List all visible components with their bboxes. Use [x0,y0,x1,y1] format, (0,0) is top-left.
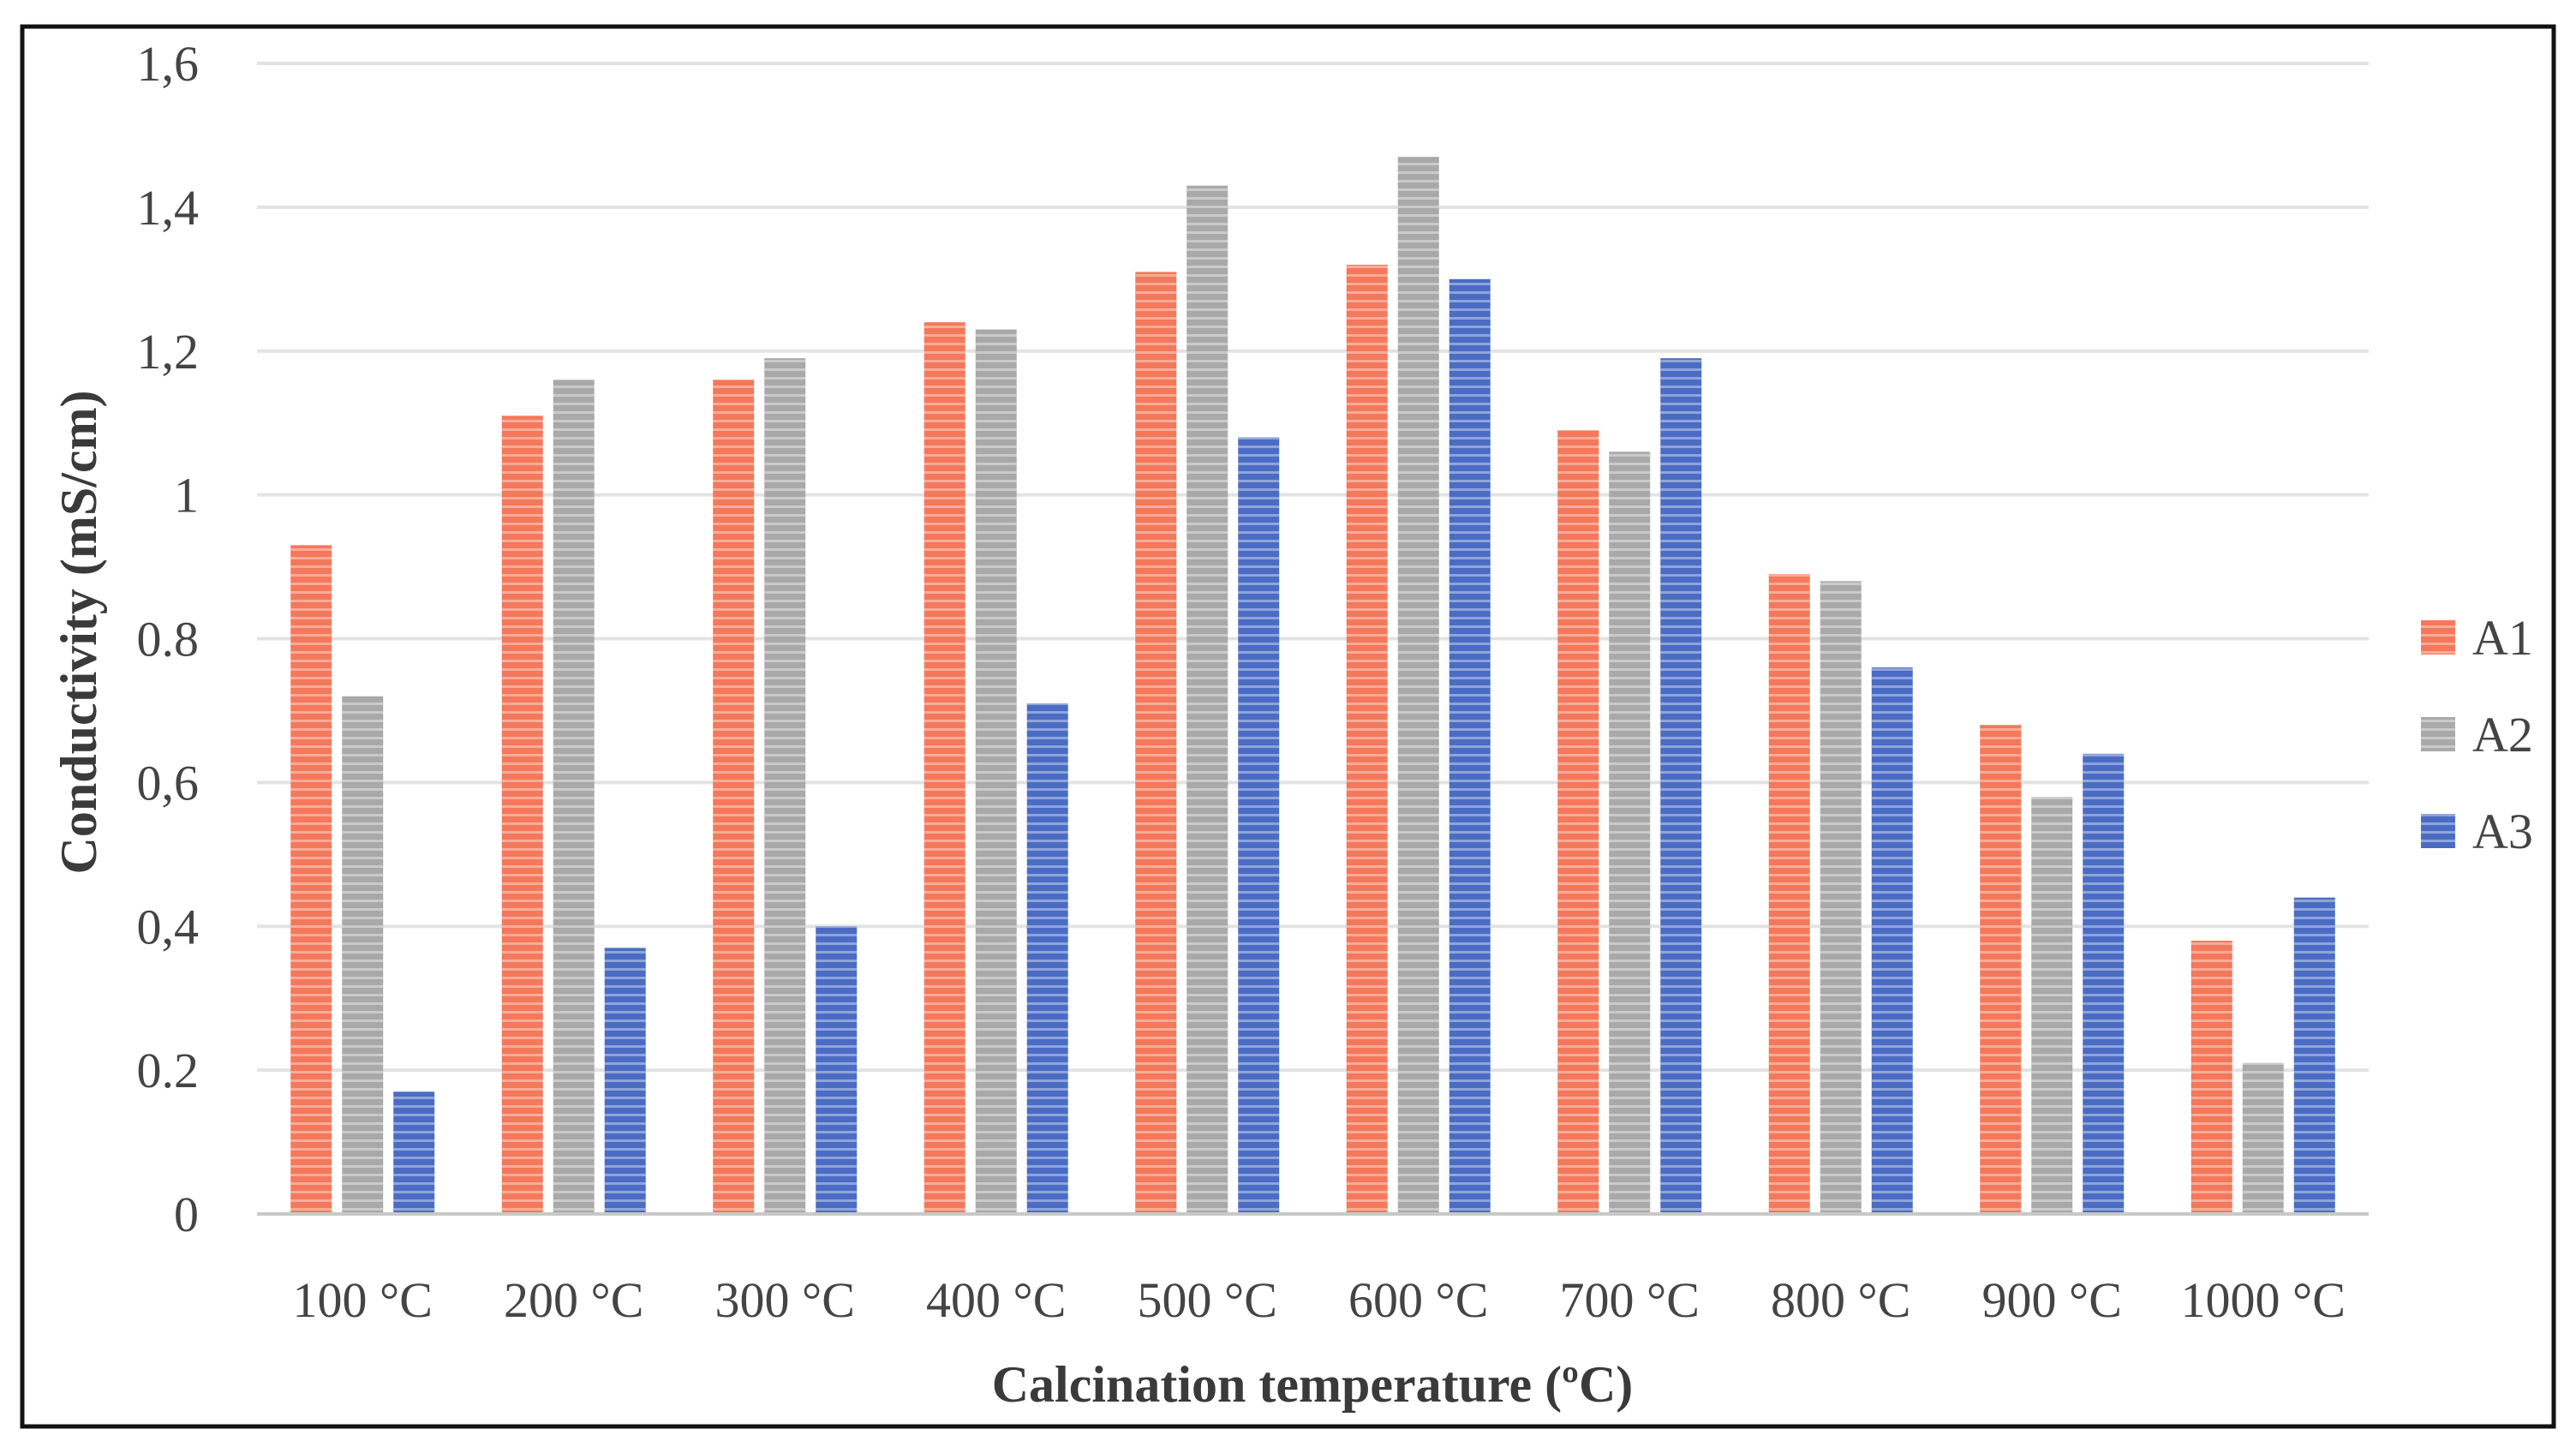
bar-stripes [290,545,332,1214]
legend-swatch-stripes [2421,717,2455,751]
bar-stripes [816,926,858,1214]
bar-a2-8 [2031,797,2073,1214]
bar-stripes [1397,157,1439,1214]
bar-stripes [2293,897,2335,1214]
legend-item-a3: A3 [2421,804,2533,859]
bar-stripes [342,696,384,1214]
bar-a2-5 [1397,157,1439,1214]
x-tick-label: 800 °C [1771,1272,1910,1328]
bar-stripes [923,322,965,1214]
y-tick-label: 1,6 [137,36,200,92]
bar-a3-1 [604,948,646,1214]
bar-stripes [1238,437,1280,1215]
bar-stripes [1871,667,1913,1214]
bar-stripes [975,329,1017,1215]
bar-a1-8 [1980,725,2022,1214]
bar-stripes [1660,358,1702,1214]
bar-a3-9 [2293,897,2335,1214]
x-tick-labels: 100 °C 200 °C 300 °C 400 °C 500 °C 600 °C 700 … [293,1272,2346,1328]
legend-swatch-stripes [2421,814,2455,848]
legend: A1 A2 A3 [2421,610,2533,859]
bar-a3-3 [1026,703,1068,1214]
bar-stripes [1609,451,1651,1214]
bar-stripes [713,380,755,1214]
y-tick-label: 1 [174,468,199,523]
y-tick-label: 0 [174,1187,199,1242]
bar-a2-0 [342,696,384,1214]
bar-a2-7 [1820,581,1862,1214]
x-tick-label: 300 °C [715,1272,855,1328]
y-tick-label: 0.2 [137,1043,200,1098]
bar-a3-2 [816,926,858,1214]
x-tick-label: 600 °C [1348,1272,1488,1328]
legend-item-a2: A2 [2421,707,2533,762]
x-tick-label: 200 °C [504,1272,643,1328]
bar-a2-2 [764,358,806,1214]
bar-a1-1 [501,416,543,1214]
bar-stripes [1980,725,2022,1214]
bar-a2-9 [2242,1062,2284,1214]
bar-a3-0 [393,1091,435,1214]
bar-a1-9 [2190,941,2232,1214]
y-tick-label: 0.8 [137,612,200,667]
legend-label: A3 [2472,804,2533,859]
y-tick-label: 0,6 [137,755,200,810]
x-tick-label: 700 °C [1560,1272,1700,1328]
bar-stripes [2083,753,2125,1214]
bar-stripes [764,358,806,1214]
y-axis-title: Conductivity (mS/cm) [51,391,107,875]
y-tick-labels: 0 0.2 0,4 0,6 0.8 1 1,2 1,4 1,6 [137,36,200,1242]
bar-stripes [1186,185,1228,1215]
bar-a2-1 [553,380,595,1214]
bar-a1-4 [1135,272,1177,1215]
bar-a1-3 [923,322,965,1214]
bar-stripes [501,416,543,1214]
chart-frame [20,24,2556,1429]
x-tick-label: 100 °C [293,1272,433,1328]
bar-a2-6 [1609,451,1651,1214]
x-tick-label: 400 °C [926,1272,1066,1328]
gridlines [257,62,2369,1073]
bar-a3-7 [1871,667,1913,1214]
bar-a3-8 [2083,753,2125,1214]
x-tick-label: 900 °C [1982,1272,2122,1328]
bar-stripes [2190,941,2232,1214]
legend-item-a1: A1 [2421,610,2533,666]
x-axis-title: Calcination temperature (ºC) [992,1356,1634,1413]
bar-a2-4 [1186,185,1228,1215]
bar-stripes [1557,430,1599,1214]
bar-stripes [393,1091,435,1214]
bar-a1-0 [290,545,332,1214]
legend-label: A2 [2472,707,2533,762]
bar-a2-3 [975,329,1017,1215]
bar-a1-2 [713,380,755,1214]
bar-stripes [1820,581,1862,1214]
y-tick-label: 1,4 [137,180,200,236]
y-tick-label: 0,4 [137,899,200,954]
bar-stripes [2031,797,2073,1214]
legend-label: A1 [2472,610,2533,666]
x-tick-label: 500 °C [1138,1272,1277,1328]
bar-stripes [1135,272,1177,1215]
bar-a3-6 [1660,358,1702,1214]
bar-a3-4 [1238,437,1280,1215]
y-tick-label: 1,2 [137,324,200,380]
bar-a1-7 [1768,573,1810,1214]
bar-a1-5 [1346,265,1388,1214]
bar-stripes [553,380,595,1214]
bar-stripes [1026,703,1068,1214]
x-tick-label: 1000 °C [2181,1272,2346,1328]
bar-a1-6 [1557,430,1599,1214]
bar-a3-5 [1449,278,1491,1214]
legend-swatch-stripes [2421,620,2455,655]
bar-stripes [1768,573,1810,1214]
bar-stripes [1449,278,1491,1214]
bar-stripes [2242,1062,2284,1214]
bar-stripes [604,948,646,1214]
bar-stripes [1346,265,1388,1214]
bars [290,157,2335,1215]
